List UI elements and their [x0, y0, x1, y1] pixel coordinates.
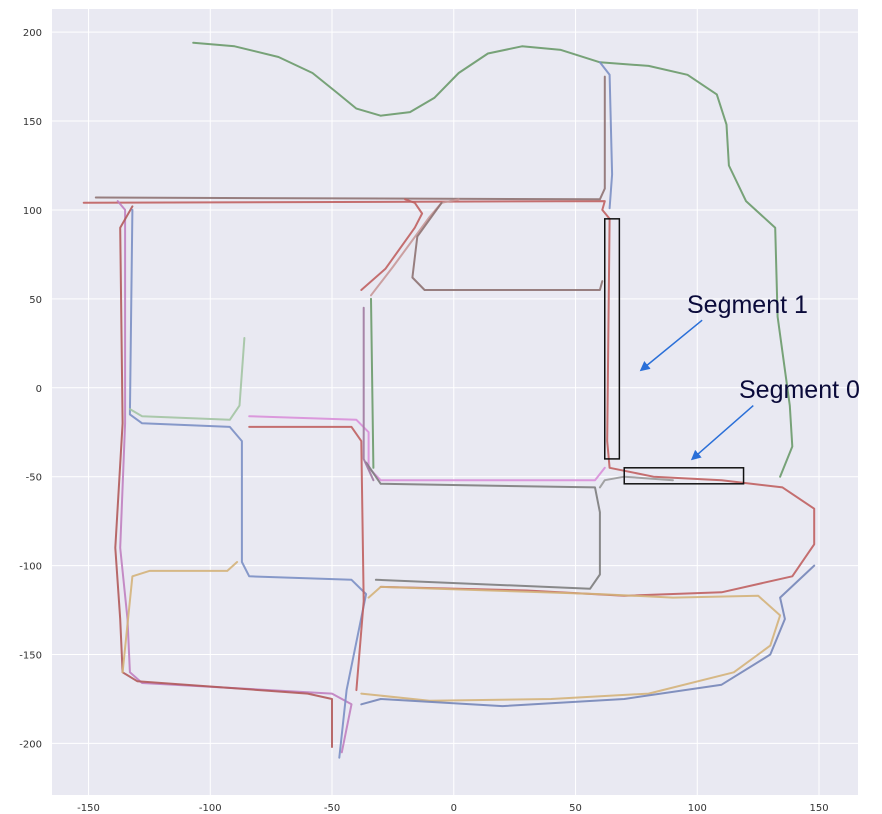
trajectory-line-15: [360, 198, 424, 291]
trajectory-line-19: [370, 297, 375, 469]
grid-lines: [52, 9, 858, 795]
x-tick-label: 50: [569, 803, 582, 814]
y-tick-label: 0: [36, 384, 42, 395]
segment-0-box: [623, 467, 745, 485]
trajectory-line-7: [128, 337, 246, 421]
segment-0-arrow: [690, 404, 754, 461]
x-tick-label: 150: [809, 803, 828, 814]
y-tick-label: -150: [19, 651, 42, 662]
y-tick-label: -100: [19, 562, 42, 573]
trajectory-line-9: [248, 425, 365, 692]
annotation-layer: Segment 1 Segment 0: [604, 218, 860, 485]
segment-0-label: Segment 0: [739, 376, 860, 404]
series-layer: [82, 41, 816, 759]
y-axis: -200 -150 -100 -50 0 50 100 150 200: [19, 28, 42, 750]
x-tick-label: -50: [324, 803, 340, 814]
x-tick-label: 0: [451, 803, 457, 814]
y-tick-label: -50: [26, 473, 42, 484]
y-tick-label: 100: [23, 206, 42, 217]
trajectory-line-4: [116, 200, 353, 754]
plot-area: [52, 9, 858, 795]
trajectory-line-11: [598, 475, 674, 489]
trajectory-line-13: [360, 585, 782, 702]
y-tick-label: 150: [23, 117, 42, 128]
segment-1-arrow: [639, 319, 703, 372]
y-tick-label: 200: [23, 28, 42, 39]
trajectory-line-16: [370, 198, 460, 297]
y-tick-label: -200: [19, 739, 42, 750]
trajectory-line-1: [598, 61, 614, 210]
y-tick-label: 50: [29, 295, 42, 306]
x-tick-label: 100: [688, 803, 707, 814]
trajectory-line-5: [114, 205, 333, 748]
trajectory-line-18: [362, 306, 375, 482]
trajectory-line-10: [365, 461, 601, 590]
x-axis: -150 -100 -50 0 50 100 150: [77, 803, 828, 814]
trajectory-line-2: [82, 200, 816, 597]
trajectory-line-0: [192, 41, 794, 478]
x-tick-label: -150: [77, 803, 100, 814]
trajectory-line-12: [121, 561, 239, 674]
x-tick-label: -100: [199, 803, 222, 814]
trajectory-line-17: [411, 201, 604, 291]
trajectory-line-14: [360, 564, 816, 708]
segment-1-label: Segment 1: [687, 291, 808, 319]
segment-1-box: [604, 218, 621, 460]
trajectory-line-6: [128, 208, 368, 759]
trajectory-line-3: [94, 75, 606, 201]
